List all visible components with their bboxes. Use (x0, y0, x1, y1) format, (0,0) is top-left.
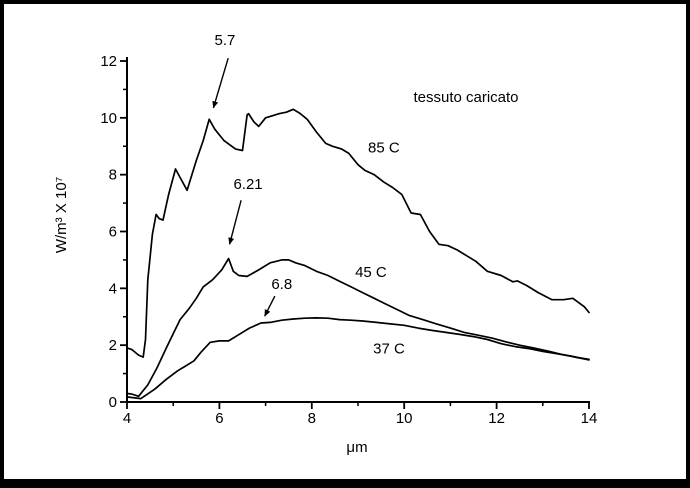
annotation-arrow (228, 200, 242, 245)
annotation-arrow (212, 57, 229, 109)
annotation-label: 6.8 (271, 276, 292, 293)
series-line-45c (126, 257, 590, 398)
series-label-45c: 45 C (355, 264, 387, 281)
x-tick-label: 6 (215, 410, 223, 427)
annotation-label: 5.7 (215, 32, 236, 49)
x-tick-label: 4 (123, 410, 131, 427)
axis-ticks (120, 60, 590, 409)
axis-tick-labels: 4 6 8 10 12 14 0 2 4 6 8 10 12 (100, 53, 597, 427)
y-tick-label: 8 (109, 167, 117, 184)
x-tick-label: 12 (488, 410, 505, 427)
x-tick-label: 14 (581, 410, 598, 427)
y-tick-label: 0 (109, 394, 117, 411)
series-label-37c: 37 C (373, 341, 405, 358)
x-tick-label: 10 (396, 410, 413, 427)
x-tick-label: 8 (308, 410, 316, 427)
figure-background (4, 4, 686, 479)
chart-title: tessuto caricato (413, 89, 518, 106)
annotation-label: 6.21 (233, 176, 262, 193)
peak-annotations: 5.7 6.21 6.8 (212, 32, 292, 317)
y-axis-label: W/m³ X 10⁷ (53, 177, 70, 253)
y-tick-label: 10 (100, 110, 117, 127)
annotation-arrow (264, 295, 276, 317)
series-line-85c (126, 108, 590, 358)
y-tick-label: 2 (109, 337, 117, 354)
x-axis-label: μm (346, 439, 367, 456)
series-line-37c (126, 317, 590, 400)
series-labels: 85 C 45 C 37 C (355, 140, 405, 358)
axes (126, 57, 590, 403)
y-tick-label: 4 (109, 280, 117, 297)
series-label-85c: 85 C (368, 140, 400, 157)
series-lines (126, 108, 590, 400)
y-tick-label: 6 (109, 224, 117, 241)
y-tick-label: 12 (100, 53, 117, 70)
